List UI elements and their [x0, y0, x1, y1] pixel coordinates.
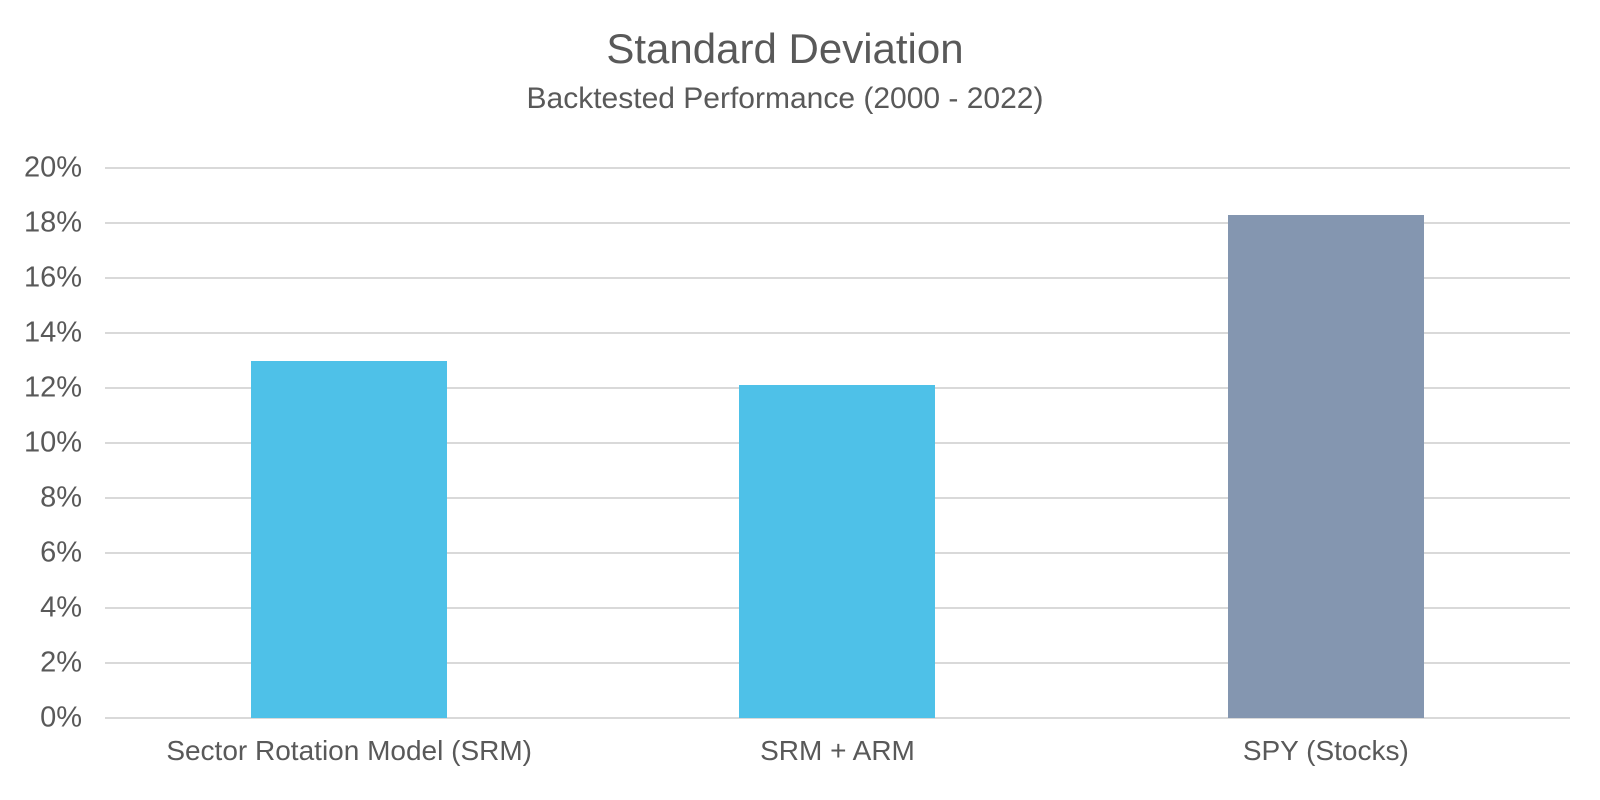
y-tick-label: 20% [23, 151, 82, 184]
y-tick-label: 2% [40, 646, 82, 679]
y-tick-label: 10% [23, 426, 82, 459]
bars [105, 168, 1570, 718]
bar [1227, 214, 1424, 718]
y-tick-label: 14% [23, 316, 82, 349]
y-tick-label: 6% [40, 536, 82, 569]
gridline [105, 167, 1570, 169]
bar-slot [105, 168, 593, 718]
chart-header: Standard Deviation Backtested Performanc… [0, 25, 1570, 117]
y-tick-label: 8% [40, 481, 82, 514]
y-tick-label: 0% [40, 701, 82, 734]
x-category-label: SRM + ARM [760, 735, 915, 766]
chart-subtitle: Backtested Performance (2000 - 2022) [526, 82, 1044, 116]
chart-title: Standard Deviation [606, 25, 964, 72]
bar-slot [1082, 168, 1570, 718]
bar [251, 360, 448, 718]
x-category-label: Sector Rotation Model (SRM) [166, 735, 532, 766]
bar [739, 385, 936, 718]
plot-area [105, 167, 1570, 719]
y-axis: 0% 2% 4% 6% 8% 10% 12% 14% 16% 18% 20% [0, 153, 82, 732]
x-axis: Sector Rotation Model (SRM) SRM + ARM SPY … [105, 734, 1570, 768]
gridline [105, 332, 1570, 334]
y-tick-label: 12% [23, 371, 82, 404]
y-tick-label: 4% [40, 591, 82, 624]
y-tick-label: 16% [23, 261, 82, 294]
x-category-label: SPY (Stocks) [1242, 735, 1409, 766]
gridline [105, 277, 1570, 279]
gridline [105, 222, 1570, 224]
y-tick-label: 18% [23, 206, 82, 239]
gridline [105, 717, 1570, 719]
bar-slot [593, 168, 1081, 718]
